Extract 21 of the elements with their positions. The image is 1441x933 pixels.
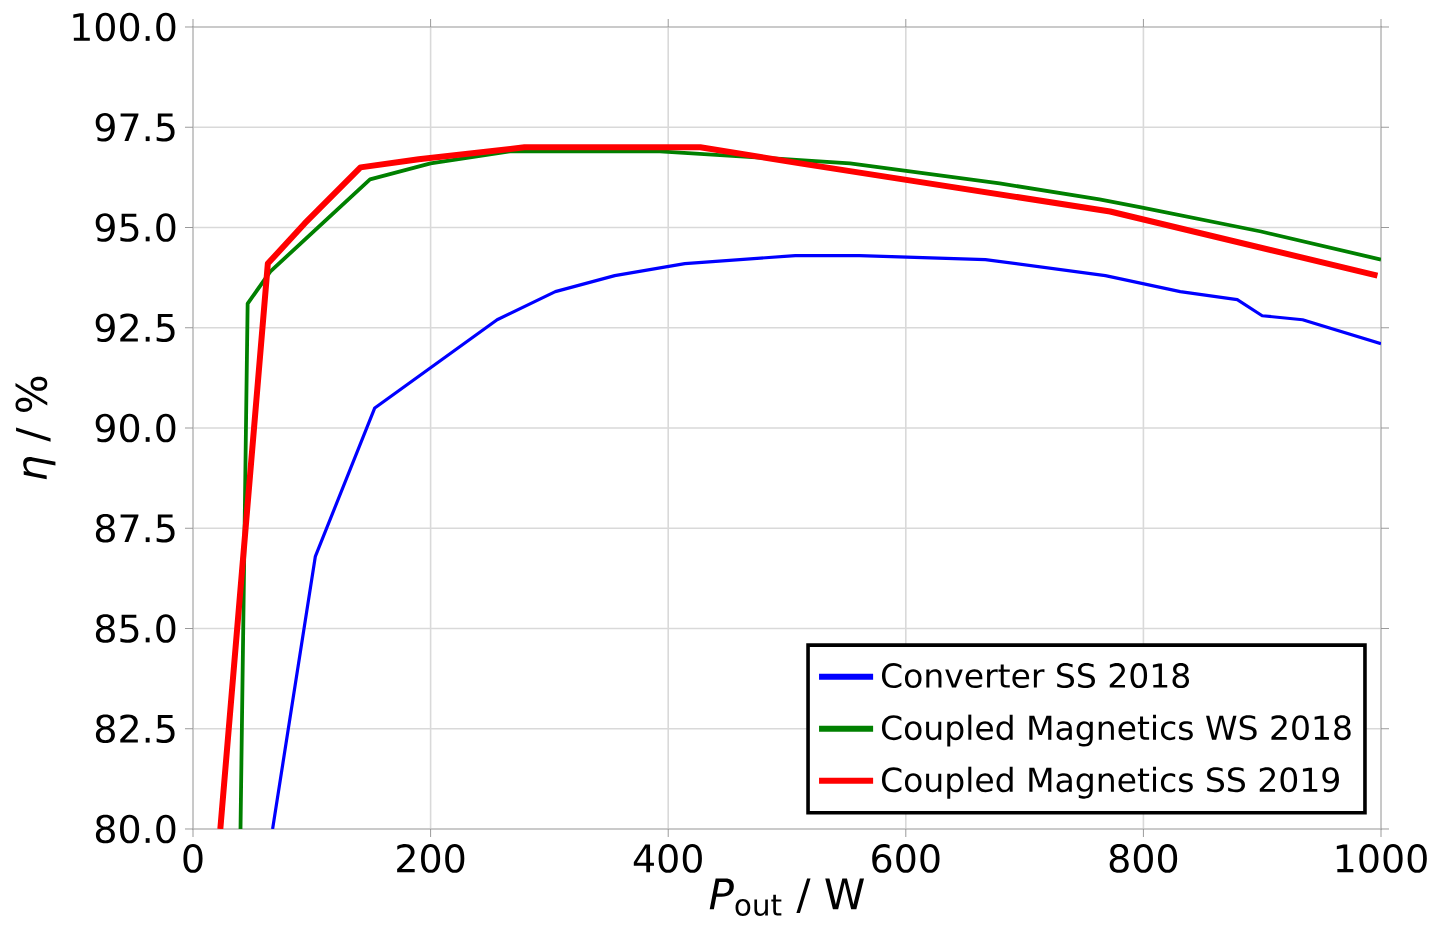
line-series — [271, 253, 1382, 829]
x-tick-label: 600 — [872, 844, 940, 873]
x-tick-label: 800 — [1109, 844, 1178, 873]
y-tick-label: 92.5 — [95, 313, 175, 343]
x-axis-title: P$_{out}$ / W — [709, 878, 865, 916]
y-tick-label: 97.5 — [95, 112, 175, 142]
legend-label: Coupled Magnetics SS 2019 — [881, 766, 1339, 799]
x-tick-label: 1000 — [1336, 844, 1427, 873]
y-tick-label: 90.0 — [95, 413, 176, 443]
x-tick-label: 400 — [633, 844, 702, 873]
y-tick-label: 95.0 — [95, 213, 176, 242]
legend-label: Converter SS 2018 — [881, 663, 1189, 689]
x-tick-label: 200 — [397, 844, 465, 873]
y-tick-label: 82.5 — [95, 714, 175, 744]
legend-label: Coupled Magnetics WS 2018 — [881, 714, 1351, 747]
y-axis-title: η / % — [15, 376, 56, 480]
y-tick-label: 100.0 — [73, 12, 176, 42]
y-tick-label: 85.0 — [95, 614, 176, 643]
x-tick-label: 0 — [183, 844, 203, 873]
y-tick-label: 87.5 — [95, 513, 175, 543]
y-tick-label: 80.0 — [95, 814, 176, 844]
